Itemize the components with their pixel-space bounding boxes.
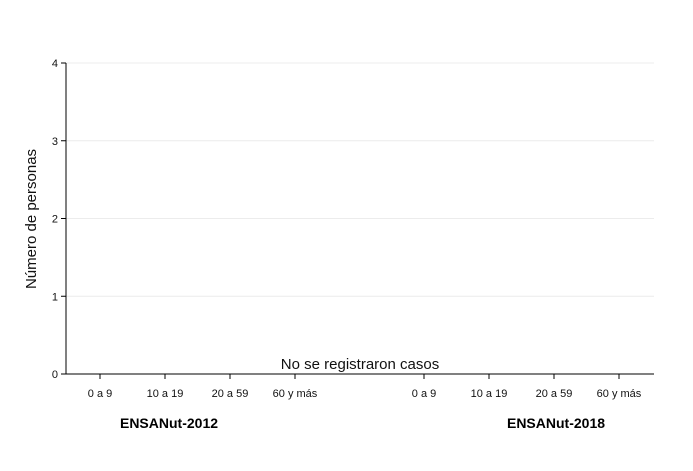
x-tick-label: 0 a 9 <box>412 388 436 400</box>
y-tick-label: 0 <box>52 369 58 381</box>
x-tick-label: 20 a 59 <box>212 388 249 400</box>
x-tick-label: 10 a 19 <box>471 388 508 400</box>
y-axis: 0 1 2 3 4 <box>52 58 654 381</box>
group-labels: ENSANut-2012 ENSANut-2018 <box>120 415 605 431</box>
x-tick-label: 60 y más <box>597 388 642 400</box>
gridlines <box>66 62 654 297</box>
y-axis-label: Número de personas <box>23 149 40 289</box>
x-tick-label: 60 y más <box>273 388 318 400</box>
y-tick-label: 2 <box>52 214 58 226</box>
x-axis-ticks: 0 a 9 10 a 19 20 a 59 60 y más 0 a 9 10 a 19 2… <box>88 374 642 400</box>
no-cases-annotation: No se registraron casos <box>281 356 439 373</box>
x-tick-label: 10 a 19 <box>147 388 184 400</box>
y-tick-label: 1 <box>52 291 58 303</box>
y-tick-label: 3 <box>52 136 58 148</box>
y-tick-label: 4 <box>52 58 58 70</box>
group-label: ENSANut-2018 <box>507 415 605 431</box>
x-tick-label: 20 a 59 <box>536 388 573 400</box>
x-tick-label: 0 a 9 <box>88 388 112 400</box>
group-label: ENSANut-2012 <box>120 415 218 431</box>
